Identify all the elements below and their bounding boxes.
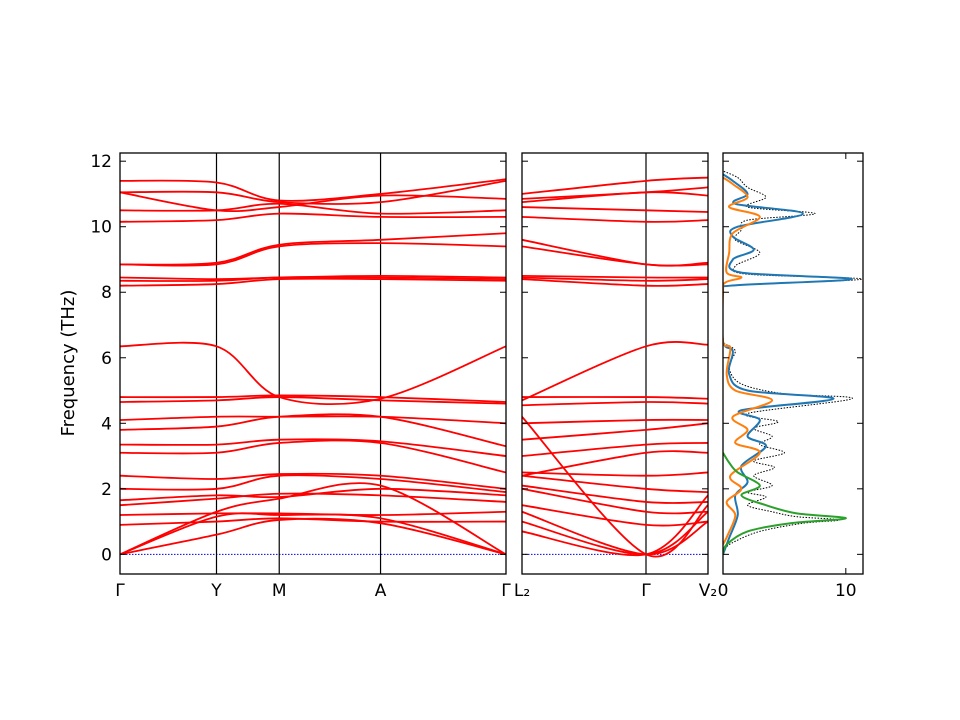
band-line-3 <box>522 510 708 556</box>
band-line-16 <box>522 341 708 402</box>
axis-ticks <box>522 160 708 555</box>
axis-ticks <box>120 160 506 555</box>
band-line-7 <box>120 487 506 502</box>
dos-curve-4 <box>723 452 847 555</box>
band-line-11 <box>120 438 506 457</box>
kpoint-label: Y <box>210 581 222 601</box>
band-line-5 <box>522 504 708 527</box>
band-line-21 <box>522 238 708 267</box>
y-axis-title: Frequency (THz) <box>58 290 79 437</box>
band-line-15 <box>120 394 506 403</box>
dos-panel: 0 10 <box>718 152 864 601</box>
kpoint-label: Γ <box>641 581 651 601</box>
dos-curves <box>723 170 863 555</box>
band-line-23 <box>120 202 506 215</box>
band-panel-1: Γ Y M A Γ 0 2 4 6 8 10 12 <box>90 152 511 601</box>
axis-ticks <box>722 153 863 574</box>
band-line-14 <box>120 396 506 405</box>
kpoint-label: Γ <box>501 581 511 601</box>
band-line-23 <box>522 206 708 213</box>
kpoint-label: L₂ <box>514 581 530 601</box>
band-line-4 <box>522 416 708 558</box>
band-line-5 <box>120 510 506 516</box>
kpoint-label: M <box>272 581 287 601</box>
y-tick-label: 8 <box>101 283 112 303</box>
band-line-21 <box>120 232 506 266</box>
band-line-7 <box>522 484 708 504</box>
band-line-9 <box>120 472 506 490</box>
band-line-10 <box>522 450 708 477</box>
y-tick-labels: 0 2 4 6 8 10 12 <box>90 152 112 565</box>
band-line-20 <box>120 242 506 267</box>
dos-curve-3 <box>723 176 774 545</box>
kpoint-label: V₂ <box>699 581 717 601</box>
band-line-18 <box>522 276 708 282</box>
y-tick-label: 4 <box>101 414 112 434</box>
band-line-17 <box>120 277 506 287</box>
band-line-8 <box>522 474 708 493</box>
band-line-12 <box>522 422 708 441</box>
band-line-26 <box>522 176 708 195</box>
panel-2-frame <box>521 152 709 575</box>
band-line-15 <box>522 396 708 400</box>
phonon-bands <box>120 178 506 556</box>
dos-curve-1 <box>723 170 863 555</box>
band-line-6 <box>522 487 708 515</box>
band-line-13 <box>120 415 506 425</box>
band-line-25 <box>522 186 708 200</box>
band-panel-2: L₂ Γ V₂ <box>514 152 717 601</box>
y-tick-label: 6 <box>101 349 112 369</box>
band-line-14 <box>522 401 708 407</box>
dos-x-tick-label: 10 <box>835 581 857 601</box>
dos-x-tick-label: 0 <box>718 581 729 601</box>
kpoint-separator-lines <box>215 153 382 574</box>
band-line-19 <box>120 274 506 281</box>
band-line-3 <box>120 517 506 556</box>
dos-panel-frame <box>722 152 864 575</box>
y-tick-label: 2 <box>101 480 112 500</box>
band-line-24 <box>120 191 506 213</box>
band-line-13 <box>522 418 708 425</box>
band-line-26 <box>120 178 506 202</box>
kpoint-labels: L₂ Γ V₂ <box>514 581 717 601</box>
band-line-16 <box>120 341 506 406</box>
band-line-10 <box>120 439 506 474</box>
band-line-17 <box>522 278 708 287</box>
band-line-19 <box>522 274 708 279</box>
kpoint-label: Γ <box>115 581 125 601</box>
band-line-9 <box>522 471 708 477</box>
band-line-11 <box>522 442 708 457</box>
band-line-22 <box>522 215 708 223</box>
band-line-8 <box>120 474 506 493</box>
panel-1-frame <box>119 152 507 575</box>
y-tick-label: 12 <box>90 152 112 172</box>
band-line-22 <box>120 212 506 223</box>
band-line-6 <box>120 492 506 507</box>
band-line-2 <box>120 512 506 556</box>
y-tick-label: 0 <box>101 545 112 565</box>
kpoint-label: A <box>375 581 387 601</box>
band-line-25 <box>120 179 506 205</box>
band-line-4 <box>120 517 506 526</box>
dos-x-tick-labels: 0 10 <box>718 581 857 601</box>
phonon-bands <box>522 176 708 558</box>
y-tick-label: 10 <box>90 218 112 238</box>
